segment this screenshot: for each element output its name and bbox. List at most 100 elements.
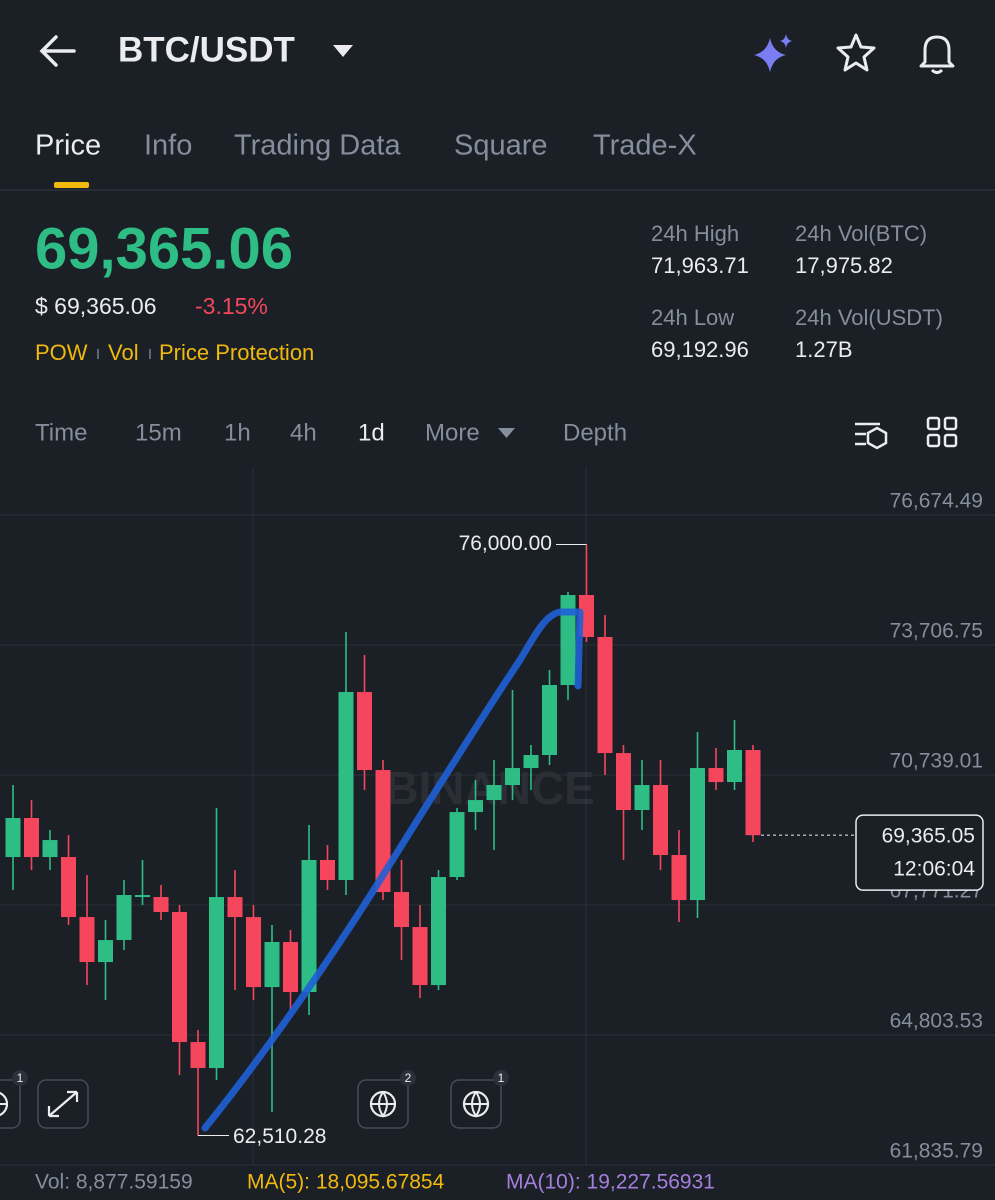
ma5-label: MA(5): 18,095.67854: [247, 1171, 445, 1194]
stat-value: 17,975.82: [795, 253, 893, 278]
candle-body: [431, 877, 446, 986]
indicator-icons: 1 2 1: [0, 1070, 509, 1129]
last-price-box: [855, 814, 984, 891]
candle-body: [375, 770, 391, 893]
icon-hex: [866, 426, 888, 450]
candle-body: [616, 753, 631, 811]
tab-bar: Price Info Trading Data Square Trade-X: [35, 130, 697, 162]
alert-button[interactable]: [919, 35, 955, 74]
candle-body: [24, 818, 39, 858]
y-tick-label: 70,739.01: [890, 750, 983, 773]
candle-body: [412, 927, 428, 986]
candle-body: [338, 692, 354, 881]
candle-body: [301, 860, 317, 993]
interval[interactable]: 1h: [224, 419, 251, 446]
candlestick-chart: 61,835.7964,803.5367,771.2770,739.0173,7…: [0, 490, 995, 1166]
candle-body: [523, 755, 539, 769]
pair-dropdown[interactable]: [333, 45, 353, 57]
stat-value: 71,963.71: [651, 253, 749, 278]
stat-label: 24h High: [651, 221, 739, 246]
candle-body: [542, 685, 557, 756]
tab[interactable]: Price: [35, 130, 101, 162]
candle-body: [597, 637, 613, 754]
badge: [493, 1070, 509, 1086]
icon-cell: [926, 416, 941, 431]
stat-label: 24h Vol(BTC): [795, 221, 927, 246]
icon-cell: [926, 433, 941, 448]
candle-body: [116, 895, 132, 941]
stat-label: 24h Vol(USDT): [795, 305, 943, 330]
candle-body: [283, 942, 298, 993]
candle-body: [5, 818, 21, 858]
candle-body: [505, 768, 520, 786]
y-tick-label: 76,674.49: [890, 490, 983, 513]
candle-body: [486, 785, 502, 801]
high-label: 76,000.00: [459, 532, 552, 555]
stat-label: 24h Low: [651, 305, 734, 330]
pair-title[interactable]: BTC/USDT: [118, 30, 295, 69]
candle-body: [227, 897, 243, 918]
globe-icon: [464, 1091, 488, 1118]
last-price-label: 69,365.05: [882, 825, 975, 848]
candle-body: [153, 897, 169, 913]
back-button[interactable]: [39, 35, 76, 67]
candle-body: [671, 855, 687, 901]
candle-body: [727, 750, 742, 783]
tab[interactable]: Info: [144, 130, 192, 162]
y-tick-label: 64,803.53: [890, 1010, 983, 1033]
last-price: 69,365.06: [35, 216, 293, 281]
candle-body: [320, 860, 335, 881]
layout-button[interactable]: [926, 416, 958, 448]
ai-icon[interactable]: [754, 34, 792, 72]
candle-body: [79, 917, 95, 963]
y-tick-label: 61,835.79: [890, 1140, 983, 1163]
globe-icon: [0, 1103, 7, 1105]
stat-value: 1.27B: [795, 337, 853, 362]
volume-label: Vol: 8,877.59159: [35, 1171, 193, 1194]
tag-separator: [149, 349, 151, 359]
candle-body: [449, 812, 465, 878]
globe-icon: [371, 1091, 395, 1118]
countdown: 12:06:04: [893, 858, 975, 881]
favorite-button[interactable]: [836, 33, 876, 72]
candle-body: [61, 857, 76, 918]
candle-body: [690, 768, 705, 901]
interval[interactable]: More: [425, 419, 480, 446]
tag[interactable]: Vol: [108, 340, 139, 365]
interval[interactable]: Depth: [563, 419, 627, 446]
tab[interactable]: Trading Data: [234, 130, 401, 162]
chart-settings-button[interactable]: [855, 422, 888, 450]
interval[interactable]: 4h: [290, 419, 317, 446]
icon-line: [855, 422, 880, 446]
tag-separator: [97, 349, 99, 359]
more-dropdown[interactable]: [498, 428, 515, 438]
candle-body: [190, 1042, 206, 1069]
tag[interactable]: POW: [35, 340, 88, 365]
interval-bar: Time 15m 1h 4h 1d More Depth: [35, 419, 627, 446]
candle-body: [98, 940, 113, 963]
interval[interactable]: 15m: [135, 419, 182, 446]
candle-body: [394, 892, 409, 928]
candle-body: [634, 785, 650, 811]
indicator-button[interactable]: [0, 1079, 21, 1129]
candle-body: [172, 912, 187, 1043]
candle-body: [246, 917, 261, 988]
candle-body: [468, 800, 483, 813]
tab[interactable]: Square: [454, 130, 548, 162]
badge: [400, 1070, 416, 1086]
interval[interactable]: 1d: [358, 419, 385, 446]
candle-body: [708, 768, 724, 783]
candle-body: [357, 692, 372, 771]
tag[interactable]: Price Protection: [159, 340, 314, 365]
active-tab-indicator: [54, 182, 89, 188]
candle-body: [264, 942, 280, 988]
candle-body: [653, 785, 668, 856]
badge-count: 1: [498, 1071, 505, 1085]
price-change: -3.15%: [195, 293, 268, 319]
badge-count: 2: [405, 1071, 412, 1085]
icon-cell: [943, 416, 958, 431]
tab[interactable]: Trade-X: [593, 130, 697, 162]
interval[interactable]: Time: [35, 419, 87, 446]
